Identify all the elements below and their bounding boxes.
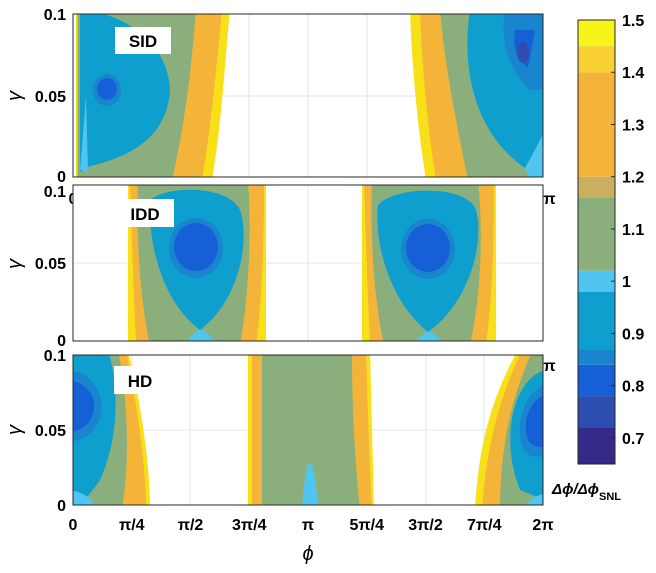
y-axis-label: γ bbox=[4, 258, 26, 269]
contour-band bbox=[97, 78, 117, 100]
y-ticks: 0 0.05 0.1 bbox=[35, 348, 66, 515]
colorbar-level bbox=[578, 291, 615, 350]
colorbar-ticks: 0.7 0.8 0.9 1 1.1 1.2 1.3 1.4 1.5 bbox=[611, 13, 644, 448]
colorbar-tick-label: 1.3 bbox=[622, 117, 644, 134]
y-axis-label: γ bbox=[4, 90, 26, 101]
colorbar-level bbox=[578, 270, 615, 292]
colorbar-label-main: Δϕ/Δϕ bbox=[551, 481, 599, 498]
x-tick-label: π bbox=[302, 517, 314, 534]
contour-band bbox=[73, 380, 95, 432]
colorbar-tick-label: 0.8 bbox=[622, 379, 644, 396]
axes-box bbox=[72, 354, 544, 506]
x-tick-label: π/4 bbox=[119, 517, 145, 534]
contour-fill bbox=[73, 355, 543, 505]
colorbar-level bbox=[578, 364, 615, 397]
y-ticks: 0 0.05 0.1 bbox=[35, 184, 66, 350]
y-tick-label: 0.05 bbox=[35, 256, 66, 273]
colorbar-frame bbox=[577, 19, 616, 465]
x-axis-label: ϕ bbox=[302, 543, 313, 565]
y-tick-label: 0.1 bbox=[44, 348, 66, 365]
colorbar-level bbox=[578, 427, 615, 464]
y-tick-label: 0 bbox=[57, 169, 66, 186]
y-ticks: 0 0.05 0.1 bbox=[35, 7, 66, 186]
panel-hd: HD 0 0.05 0.1 γ 0 π/4 π/2 3π/4 π 5π/4 3π/2 7π/4… bbox=[4, 348, 554, 565]
contour-band bbox=[525, 395, 543, 448]
x-tick-label: 5π/4 bbox=[350, 517, 385, 534]
contour-band bbox=[517, 41, 529, 63]
y-tick-label: 0.05 bbox=[35, 423, 66, 440]
contour-band bbox=[174, 223, 218, 271]
panel-idd: IDD 0 0.05 0.1 γ 2π bbox=[4, 184, 556, 375]
x-tick-label: 0 bbox=[69, 517, 78, 534]
axes-box bbox=[72, 184, 544, 342]
colorbar-label: Δϕ/ΔϕSNL bbox=[551, 481, 621, 503]
colorbar-tick-label: 0.7 bbox=[622, 431, 644, 448]
x-tick-label: 2π bbox=[532, 517, 553, 534]
y-tick-label: 0.05 bbox=[35, 89, 66, 106]
x-tick-label: π/2 bbox=[178, 517, 204, 534]
y-axis-label: γ bbox=[4, 424, 26, 435]
x-ticks: 0 π/4 π/2 3π/4 π 5π/4 3π/2 7π/4 2π bbox=[69, 517, 554, 534]
panel-label-text: HD bbox=[128, 372, 153, 391]
contour-band bbox=[262, 355, 360, 505]
colorbar-tick-label: 1.1 bbox=[622, 222, 644, 239]
contour-band bbox=[302, 462, 318, 505]
panel-label: SID bbox=[115, 27, 171, 54]
x-tick-label: 3π/4 bbox=[232, 517, 267, 534]
colorbar-levels bbox=[578, 20, 615, 464]
contour-fill bbox=[76, 14, 543, 177]
colorbar-tick-label: 1.4 bbox=[622, 65, 644, 82]
colorbar-level bbox=[578, 349, 615, 365]
contour-band bbox=[406, 224, 450, 272]
colorbar-level bbox=[578, 197, 615, 271]
panel-label-text: SID bbox=[129, 32, 157, 51]
colorbar-tick-label: 0.9 bbox=[622, 326, 644, 343]
colorbar-tick-label: 1 bbox=[622, 274, 631, 291]
y-tick-label: 0 bbox=[57, 498, 66, 515]
contour-band bbox=[416, 332, 442, 341]
panel-sid: SID 0 0.05 0.1 γ 0 2π bbox=[4, 7, 556, 208]
colorbar: 0.7 0.8 0.9 1 1.1 1.2 1.3 1.4 1.5 Δϕ/ΔϕSNL bbox=[551, 13, 644, 503]
colorbar-tick-label: 1.2 bbox=[622, 170, 644, 187]
colorbar-level bbox=[578, 176, 615, 198]
y-tick-label: 0.1 bbox=[44, 184, 66, 201]
panel-label: HD bbox=[114, 366, 166, 394]
contour-band bbox=[525, 494, 543, 505]
colorbar-level bbox=[578, 396, 615, 428]
axes-box bbox=[72, 13, 544, 178]
x-tick-label: 3π/2 bbox=[408, 517, 443, 534]
contour-fill bbox=[128, 185, 496, 341]
colorbar-level bbox=[578, 46, 615, 73]
colorbar-level bbox=[578, 20, 615, 47]
contour-band bbox=[188, 330, 214, 341]
y-tick-label: 0 bbox=[57, 333, 66, 350]
x-tick-label: 7π/4 bbox=[467, 517, 502, 534]
panel-label: IDD bbox=[116, 199, 174, 227]
colorbar-tick-label: 1.5 bbox=[622, 13, 644, 30]
colorbar-label-sub: SNL bbox=[599, 491, 621, 503]
contour-band bbox=[73, 490, 95, 505]
contour-band bbox=[80, 95, 88, 172]
colorbar-level bbox=[578, 72, 615, 177]
contour-band bbox=[525, 133, 543, 177]
y-tick-label: 0.1 bbox=[44, 7, 66, 24]
panel-label-text: IDD bbox=[130, 205, 159, 224]
